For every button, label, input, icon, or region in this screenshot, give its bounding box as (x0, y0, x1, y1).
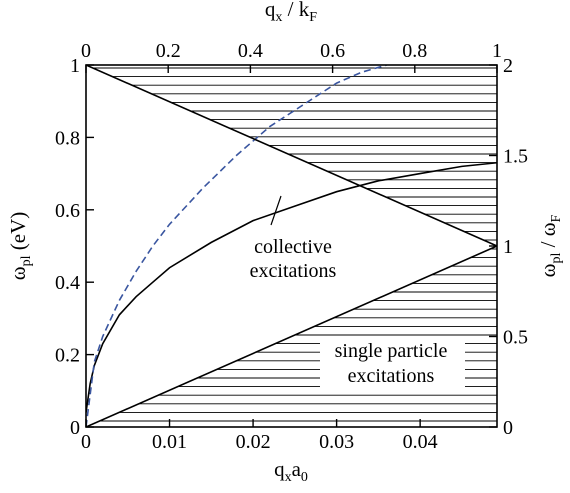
annotation-collective-line2: excitations (250, 260, 337, 282)
annotation-single-line2: excitations (348, 365, 435, 387)
y-left-axis-title: ωpl (eV) (6, 212, 34, 280)
y-right-tick-label: 1.5 (503, 146, 528, 168)
x-bottom-tick-label: 0.02 (236, 431, 271, 453)
y-left-tick-label: 0.4 (55, 272, 80, 294)
y-right-tick-label: 0.5 (503, 327, 528, 349)
annotation-single-line1: single particle (335, 340, 448, 362)
y-left-tick-label: 0.2 (55, 345, 80, 367)
x-top-tick-label: 0.8 (402, 40, 427, 62)
x-top-tick-label: 0 (81, 40, 91, 62)
series-line-3 (86, 65, 497, 246)
collective-pointer-line (271, 196, 281, 225)
annotation-collective-line1: collective (254, 236, 332, 258)
y-right-axis-title: ωpl / ωF (536, 214, 564, 277)
y-right-tick-label: 1 (503, 236, 513, 258)
x-top-tick-label: 0.4 (238, 40, 263, 62)
x-bottom-axis-title: qxa0 (274, 457, 308, 485)
x-top-tick-label: 0.2 (156, 40, 181, 62)
x-top-tick-label: 0.6 (320, 40, 345, 62)
x-bottom-tick-label: 0 (81, 431, 91, 453)
x-top-axis-title: qx / kF (265, 0, 317, 25)
y-left-tick-label: 0.8 (55, 127, 80, 149)
x-bottom-tick-label: 0.04 (403, 431, 438, 453)
y-left-tick-label: 0 (70, 417, 80, 439)
x-bottom-tick-label: 0.03 (319, 431, 354, 453)
y-right-tick-label: 2 (503, 55, 513, 77)
x-bottom-tick-label: 0.01 (152, 431, 187, 453)
y-left-tick-label: 0.6 (55, 200, 80, 222)
y-left-tick-label: 1 (70, 55, 80, 77)
y-right-tick-label: 0 (503, 417, 513, 439)
x-top-tick-label: 1 (492, 40, 502, 62)
